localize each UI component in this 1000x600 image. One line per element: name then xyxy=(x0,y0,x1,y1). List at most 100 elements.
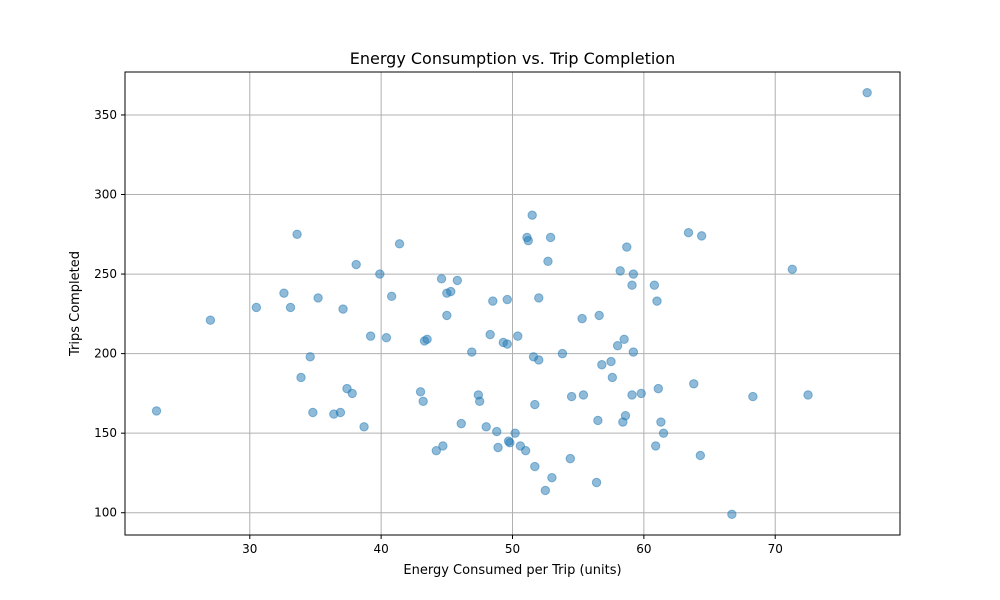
scatter-point xyxy=(683,227,694,238)
scatter-point xyxy=(534,293,544,303)
x-tick-label: 60 xyxy=(636,542,651,556)
scatter-point xyxy=(577,313,587,324)
scatter-point xyxy=(787,264,797,274)
scatter-point xyxy=(347,388,357,399)
scatter-point xyxy=(513,331,523,341)
scatter-point xyxy=(422,334,432,344)
scatter-point xyxy=(452,275,463,286)
scatter-point xyxy=(502,339,512,349)
y-axis-label: Trips Completed xyxy=(68,251,83,357)
scatter-point xyxy=(418,396,428,407)
scatter-point xyxy=(151,406,162,416)
scatter-point xyxy=(359,422,369,432)
scatter-point xyxy=(510,428,520,438)
scatter-point xyxy=(636,388,646,399)
scatter-point xyxy=(612,340,623,351)
scatter-point xyxy=(351,259,361,270)
y-tick-label: 300 xyxy=(94,188,117,202)
scatter-point xyxy=(627,280,637,290)
scatter-point xyxy=(545,232,556,243)
scatter-point xyxy=(415,387,426,397)
scatter-point xyxy=(628,347,639,357)
scatter-point xyxy=(381,333,392,343)
scatter-point xyxy=(530,461,540,472)
scatter-point xyxy=(505,438,515,448)
scatter-point xyxy=(335,407,346,418)
scatter-point xyxy=(606,356,616,367)
scatter-point xyxy=(474,396,485,407)
scatter-point xyxy=(492,426,502,437)
scatter-point xyxy=(205,315,216,325)
scatter-point xyxy=(727,509,737,520)
scatter-point xyxy=(620,410,631,421)
ticks-layer: 30 40 50 60 70 100 150 200 250 300 350 xyxy=(94,108,783,556)
scatter-point xyxy=(591,477,602,488)
scatter-point xyxy=(658,428,669,438)
scatter-point xyxy=(308,407,318,418)
scatter-point xyxy=(305,352,315,362)
scatter-point xyxy=(481,422,491,432)
scatter-point xyxy=(502,294,512,305)
scatter-point xyxy=(566,391,577,402)
scatter-point xyxy=(365,331,376,341)
scatter-point xyxy=(597,360,607,370)
scatter-point xyxy=(313,293,323,303)
y-tick-label: 100 xyxy=(94,506,117,520)
scatter-point xyxy=(530,399,540,410)
scatter-point xyxy=(296,372,306,383)
scatter-point xyxy=(493,442,503,453)
scatter-point xyxy=(578,390,589,400)
y-tick-label: 350 xyxy=(94,108,117,122)
scatter-point xyxy=(285,302,296,313)
scatter-point xyxy=(656,417,666,427)
scatter-point xyxy=(615,266,625,276)
scatter-point xyxy=(523,235,533,246)
chart-title: Energy Consumption vs. Trip Completion xyxy=(350,49,675,68)
scatter-point xyxy=(386,291,397,302)
scatter-point xyxy=(748,391,758,402)
scatter-point xyxy=(607,372,618,383)
scatter-point xyxy=(594,310,604,321)
scatter-point xyxy=(803,390,813,400)
scatter-point xyxy=(547,473,557,483)
scatter-point xyxy=(628,269,639,279)
scatter-point xyxy=(543,256,553,267)
scatter-point xyxy=(488,296,498,306)
scatter-point xyxy=(689,379,699,389)
scatter-point xyxy=(649,280,660,290)
scatter-point xyxy=(438,441,448,451)
scatter-point xyxy=(527,210,537,220)
x-tick-label: 50 xyxy=(505,542,520,556)
y-tick-label: 200 xyxy=(94,347,117,361)
scatter-point xyxy=(534,355,544,365)
y-tick-label: 150 xyxy=(94,426,117,440)
scatter-point xyxy=(442,310,452,321)
scatter-point xyxy=(431,445,442,456)
scatter-point xyxy=(292,229,302,239)
scatter-point xyxy=(650,441,661,451)
scatter-point xyxy=(467,347,477,357)
scatter-point xyxy=(557,348,568,359)
scatter-point xyxy=(520,445,531,456)
scatter-point xyxy=(436,274,447,284)
scatter-point xyxy=(652,296,662,306)
scatter-point xyxy=(540,485,551,496)
scatter-point xyxy=(251,302,262,313)
y-tick-label: 250 xyxy=(94,267,117,281)
scatter-point xyxy=(627,390,637,400)
points-layer xyxy=(151,87,872,520)
scatter-point xyxy=(593,415,603,426)
scatter-point xyxy=(695,450,706,461)
scatter-point xyxy=(338,304,348,314)
x-tick-label: 40 xyxy=(374,542,389,556)
scatter-point xyxy=(696,231,707,241)
x-axis-label: Energy Consumed per Trip (units) xyxy=(403,563,621,578)
scatter-point xyxy=(394,239,405,249)
x-tick-label: 30 xyxy=(242,542,257,556)
grid-layer xyxy=(125,72,900,535)
scatter-point xyxy=(446,286,456,297)
scatter-point xyxy=(375,269,385,279)
scatter-point xyxy=(279,288,289,298)
